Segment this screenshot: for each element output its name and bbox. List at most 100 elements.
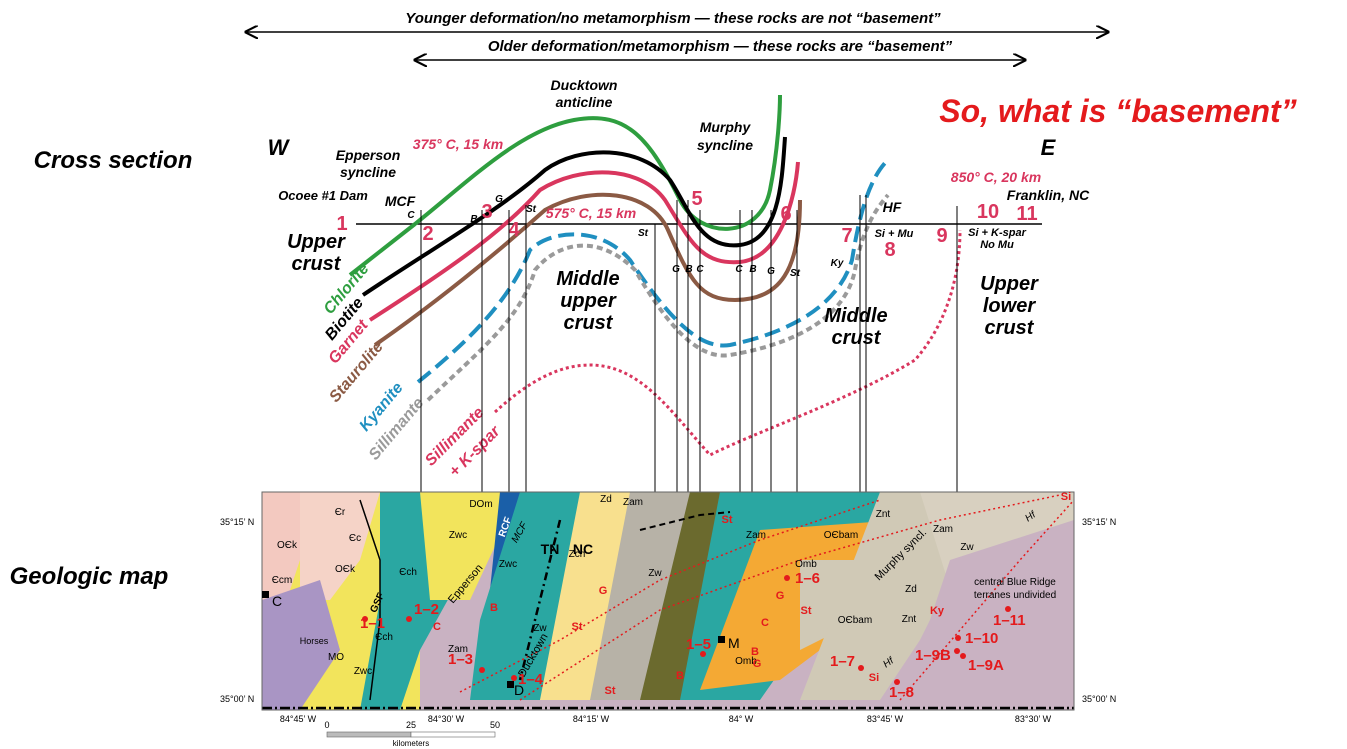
unit-znt-2: Znt xyxy=(902,614,917,625)
sample-1-9a: 1–9A xyxy=(968,657,1004,674)
mineral-letter-b-east: B xyxy=(749,264,756,275)
kyanite-isograd xyxy=(416,161,887,384)
label-cbr-2: terranes undivided xyxy=(974,590,1056,601)
hf-label: HF xyxy=(883,199,902,215)
lon-83-45: 83°45’ W xyxy=(867,714,904,724)
sample-1-8: 1–8 xyxy=(889,684,914,701)
lon-84: 84° W xyxy=(729,714,754,724)
unit-zam-1: Zam xyxy=(623,497,643,508)
upper-lower-crust-2: lower xyxy=(983,295,1036,317)
station-3: 3 xyxy=(481,201,492,223)
sample-1-7-dot xyxy=(858,665,864,671)
mineral-letter-b-west: B xyxy=(470,214,477,225)
sample-1-1: 1–1 xyxy=(360,615,385,632)
lat-top-right: 35°15’ N xyxy=(1082,517,1116,527)
map-zone-si-1: Si xyxy=(869,672,879,684)
map-zone-st-4: St xyxy=(801,605,812,617)
lat-bottom-left: 35°00’ N xyxy=(220,694,254,704)
lon-83-30: 83°30’ W xyxy=(1015,714,1052,724)
map-frame xyxy=(261,491,1075,711)
unit-ccm: Єcm xyxy=(272,575,293,586)
unit-cr: Єr xyxy=(335,507,346,518)
epperson-syncline-1: Epperson xyxy=(336,147,401,163)
unit-zwc-3: Zwc xyxy=(354,666,372,677)
biotite-isograd xyxy=(361,136,787,297)
lon-84-15: 84°15’ W xyxy=(573,714,610,724)
mineral-letter-st-west: St xyxy=(526,204,537,215)
mcf-label: MCF xyxy=(385,193,416,209)
mineral-letter-ky: Ky xyxy=(831,258,844,269)
unit-zd-2: Zd xyxy=(905,584,917,595)
lat-top-left: 35°15’ N xyxy=(220,517,254,527)
sample-1-10: 1–10 xyxy=(965,630,998,647)
station-5: 5 xyxy=(691,188,702,210)
map-zone-st-3: St xyxy=(605,685,616,697)
unit-zwc-1: Zwc xyxy=(449,530,467,541)
sample-1-4: 1–4 xyxy=(518,671,544,688)
station-2: 2 xyxy=(422,223,433,245)
lat-bottom-right: 35°00’ N xyxy=(1082,694,1116,704)
ducktown-anticline-1: Ducktown xyxy=(551,77,618,93)
unit-omb-1: Omb xyxy=(795,559,817,570)
scale-tick-50: 50 xyxy=(490,720,500,730)
unit-zd-1: Zd xyxy=(600,494,612,505)
map-zone-g-2: G xyxy=(753,658,762,670)
unit-zam-2: Zam xyxy=(746,530,766,541)
unit-cc: Єc xyxy=(349,533,361,544)
unit-cch-2: Єch xyxy=(375,632,393,643)
mineral-letter-st-center: St xyxy=(638,228,649,239)
scale-bar: 0 25 50 kilometers xyxy=(324,720,500,748)
sample-1-11: 1–11 xyxy=(993,612,1026,629)
town-d-marker xyxy=(507,681,514,688)
map-zone-c-2: C xyxy=(761,617,769,629)
station-7: 7 xyxy=(841,225,852,247)
label-cbr-1: central Blue Ridge xyxy=(974,577,1056,588)
unit-zch: Zch xyxy=(569,549,586,560)
map-zone-g-3: G xyxy=(776,590,785,602)
map-zone-b-1: B xyxy=(490,602,498,614)
murphy-syncline-2: syncline xyxy=(697,137,753,153)
unit-ock-2: OЄk xyxy=(335,564,356,575)
mineral-letter-st-east: St xyxy=(790,268,801,279)
upper-crust-1: Upper xyxy=(287,231,346,253)
station-6: 6 xyxy=(780,203,791,225)
lon-84-45: 84°45’ W xyxy=(280,714,317,724)
map-zone-st-2: St xyxy=(722,514,733,526)
unit-zw-3: Zw xyxy=(960,542,974,553)
sample-1-9b: 1–9B xyxy=(915,647,951,664)
label-nc: NC xyxy=(573,541,593,557)
scale-unit: kilometers xyxy=(393,739,429,748)
sample-1-6: 1–6 xyxy=(795,570,820,587)
map-zone-st-1: St xyxy=(572,621,583,633)
unit-cch-1: Єch xyxy=(399,567,417,578)
map-zone-b-3: B xyxy=(751,646,759,658)
sample-1-9b-dot xyxy=(954,648,960,654)
unit-mo: MO xyxy=(328,652,344,663)
mineral-letter-c-west: C xyxy=(407,210,415,221)
sample-1-4-dot xyxy=(511,675,517,681)
ocoee-dam-label: Ocoee #1 Dam xyxy=(278,188,368,203)
unit-dom: DOm xyxy=(469,499,492,510)
sample-1-10-dot xyxy=(955,635,961,641)
sample-1-9a-dot xyxy=(960,653,966,659)
epperson-syncline-2: syncline xyxy=(340,164,396,180)
unit-zw-1: Zw xyxy=(648,568,662,579)
town-m-label: M xyxy=(728,635,740,651)
sample-1-11-dot xyxy=(1005,606,1011,612)
map-zone-si-2: Si xyxy=(1061,491,1071,503)
sample-1-1-dot xyxy=(362,616,368,622)
sample-1-3: 1–3 xyxy=(448,651,473,668)
map-zone-g-1: G xyxy=(599,585,608,597)
unit-znt-1: Znt xyxy=(876,509,891,520)
map-zone-c: C xyxy=(433,621,441,633)
scale-tick-0: 0 xyxy=(324,720,329,730)
middle-upper-crust-1: Middle xyxy=(556,268,619,290)
scale-tick-25: 25 xyxy=(406,720,416,730)
si-mu-label: Si + Mu xyxy=(875,228,914,240)
upper-crust-2: crust xyxy=(292,253,342,275)
upper-lower-crust-3: crust xyxy=(985,317,1035,339)
condition-375: 375° C, 15 km xyxy=(413,136,503,152)
ducktown-anticline-2: anticline xyxy=(556,94,613,110)
franklin-label: Franklin, NC xyxy=(1007,187,1090,203)
upper-lower-crust-1: Upper xyxy=(980,273,1039,295)
